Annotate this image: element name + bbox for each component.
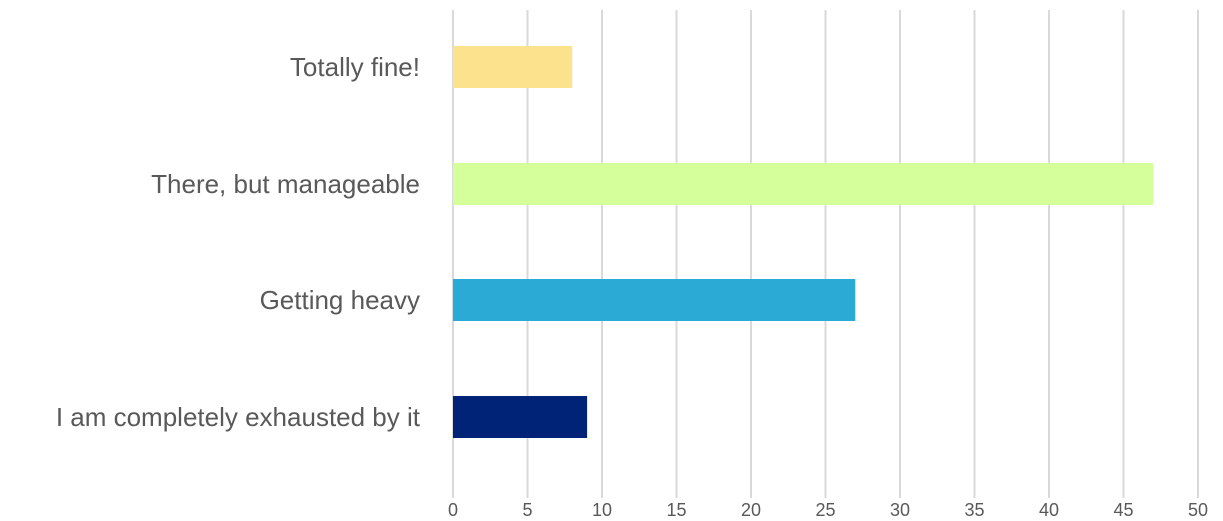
category-label-3: Getting heavy (260, 285, 420, 315)
x-tick-label-30: 30 (890, 500, 910, 520)
grid-lines (452, 10, 1199, 498)
bar-2 (453, 163, 1154, 205)
x-axis-tick-labels: 0 5 10 15 20 25 30 35 40 45 50 (448, 500, 1208, 520)
x-tick-label-25: 25 (815, 500, 835, 520)
bar-1 (453, 46, 573, 88)
bar-4 (453, 396, 588, 438)
x-tick-label-40: 40 (1039, 500, 1059, 520)
x-tick-label-15: 15 (666, 500, 686, 520)
x-tick-label-5: 5 (522, 500, 532, 520)
category-labels: Totally fine! There, but manageable Gettin… (56, 52, 421, 432)
bars (453, 46, 1154, 438)
x-tick-label-0: 0 (448, 500, 458, 520)
bar-3 (453, 279, 856, 321)
category-label-2: There, but manageable (151, 169, 420, 199)
category-label-4: I am completely exhausted by it (56, 402, 421, 432)
x-tick-label-45: 45 (1113, 500, 1133, 520)
x-tick-label-50: 50 (1188, 500, 1208, 520)
category-label-1: Totally fine! (290, 52, 420, 82)
x-tick-label-35: 35 (964, 500, 984, 520)
x-tick-label-10: 10 (592, 500, 612, 520)
x-tick-label-20: 20 (741, 500, 761, 520)
